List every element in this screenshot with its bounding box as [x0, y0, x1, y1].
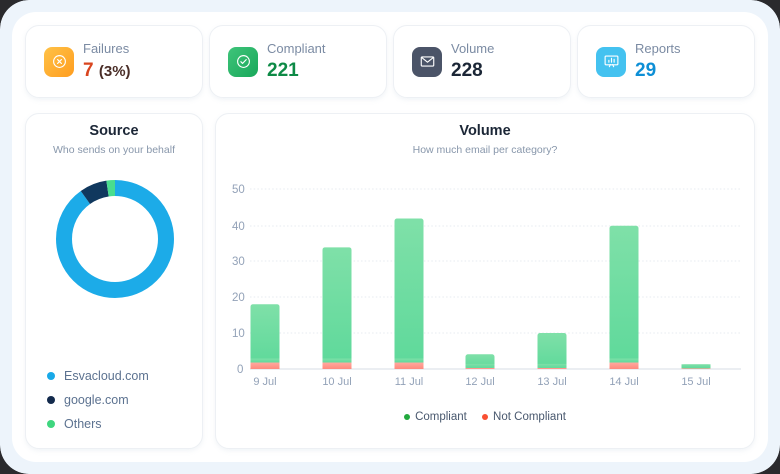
svg-text:15 Jul: 15 Jul — [681, 376, 710, 388]
svg-text:0: 0 — [237, 364, 243, 376]
svg-text:30: 30 — [232, 256, 245, 268]
svg-text:12 Jul: 12 Jul — [465, 376, 494, 388]
svg-text:20: 20 — [232, 292, 245, 304]
svg-text:40: 40 — [232, 221, 245, 233]
svg-text:11 Jul: 11 Jul — [395, 376, 424, 388]
svg-text:9 Jul: 9 Jul — [253, 376, 276, 388]
svg-text:10: 10 — [232, 328, 245, 340]
svg-text:13 Jul: 13 Jul — [537, 376, 566, 388]
svg-text:10 Jul: 10 Jul — [322, 376, 351, 388]
svg-text:14 Jul: 14 Jul — [609, 376, 638, 388]
svg-text:50: 50 — [232, 184, 245, 196]
